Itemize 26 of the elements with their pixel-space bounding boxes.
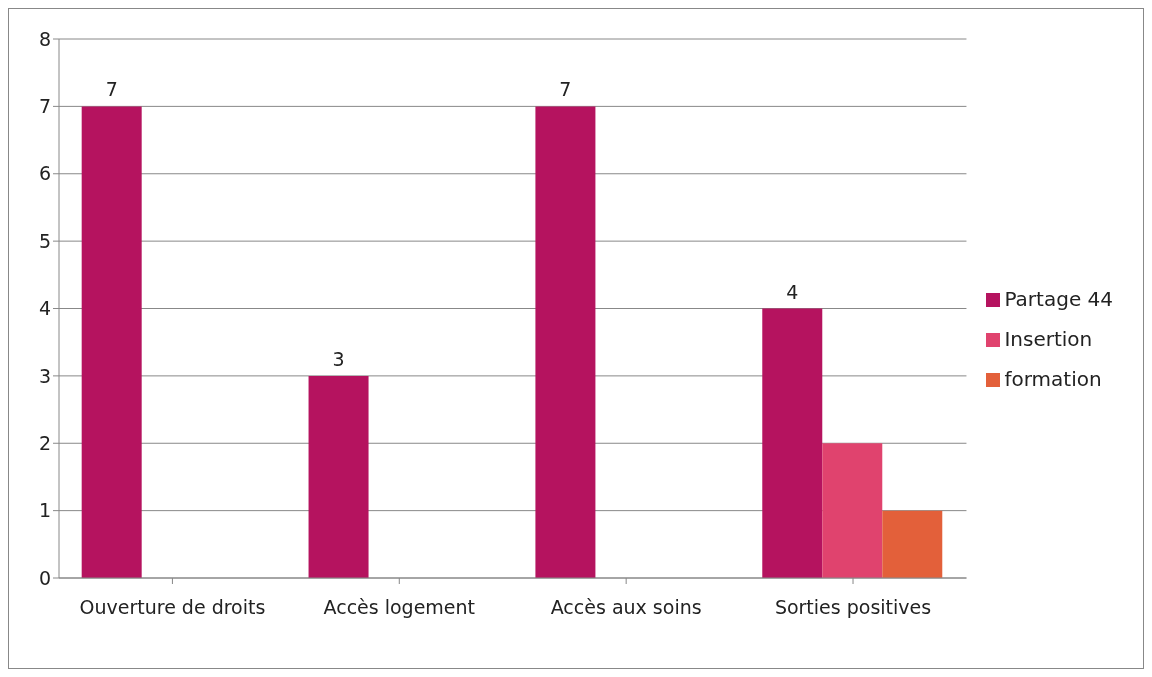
y-tick-label: 6 <box>38 162 51 185</box>
data-label: 4 <box>786 280 799 303</box>
y-tick-label: 3 <box>38 364 51 387</box>
y-tick-label: 1 <box>38 499 51 522</box>
data-label: 3 <box>332 347 345 370</box>
x-tick-label: Accès aux soins <box>550 596 702 618</box>
bar <box>762 308 823 578</box>
y-tick-label: 5 <box>38 229 51 252</box>
legend-label: Partage 44 <box>1004 286 1113 311</box>
x-tick-label: Sorties positives <box>774 596 932 618</box>
y-tick-label: 7 <box>38 95 51 118</box>
data-label: 7 <box>559 78 572 101</box>
bar <box>882 510 943 578</box>
legend-label: Insertion <box>1004 326 1093 351</box>
data-label: 7 <box>105 78 118 101</box>
bar <box>535 106 596 578</box>
y-tick-label: 4 <box>38 297 51 320</box>
x-tick-label: Accès logement <box>323 596 476 618</box>
y-tick-label: 2 <box>38 431 51 454</box>
bar <box>822 443 883 578</box>
bar <box>308 375 369 578</box>
bar <box>81 106 142 578</box>
y-tick-label: 0 <box>38 566 51 589</box>
legend-label: formation <box>1004 366 1102 391</box>
x-tick-label: Ouverture de droits <box>79 596 266 618</box>
y-tick-label: 8 <box>38 27 51 50</box>
